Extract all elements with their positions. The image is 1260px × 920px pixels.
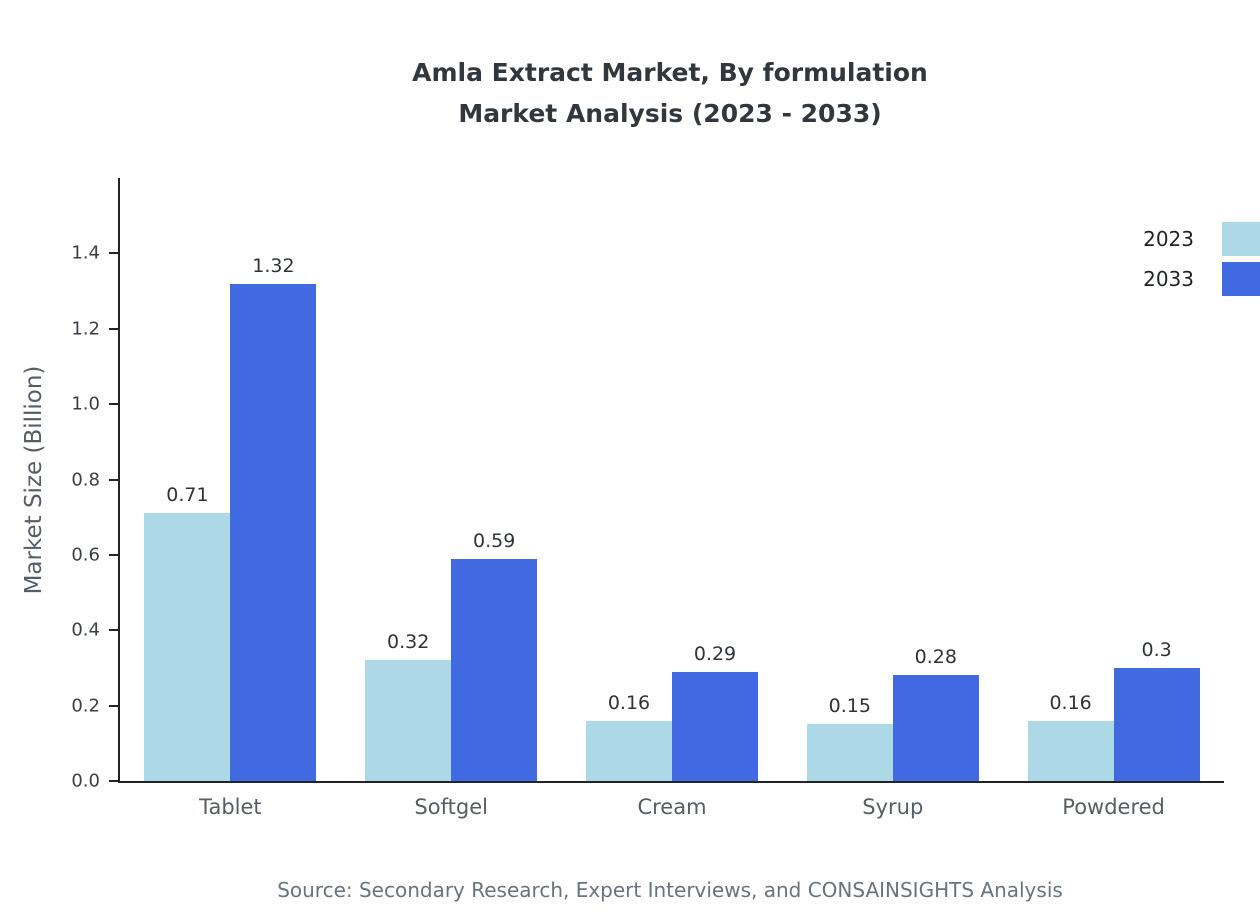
value-label: 1.32 xyxy=(252,254,295,277)
value-label: 0.16 xyxy=(1049,691,1092,714)
x-tick-label-tablet: Tablet xyxy=(199,795,262,819)
legend-item-2033: 2033 xyxy=(1143,259,1260,299)
y-tick-label: 1.4 xyxy=(71,242,100,264)
bar-2033-softgel xyxy=(451,558,538,781)
plot-area: 0.0 0.2 0.4 0.6 0.8 1.0 1.2 1.4 0.71 1.32 Tablet 0.… xyxy=(71,178,1224,819)
x-tick-label-powdered: Powdered xyxy=(1062,795,1165,819)
bar-2033-syrup xyxy=(892,675,979,781)
legend-swatch xyxy=(1222,222,1260,256)
legend-swatch xyxy=(1222,262,1260,296)
value-label: 0.29 xyxy=(693,642,737,665)
value-label: 0.15 xyxy=(828,695,871,718)
y-tick-mark xyxy=(109,553,118,556)
value-label: 0.59 xyxy=(473,529,516,552)
y-tick-mark xyxy=(109,403,118,406)
bar-2033-powdered xyxy=(1113,667,1200,781)
value-label: 0.32 xyxy=(387,631,430,654)
y-tick-mark xyxy=(109,629,118,632)
bar-2023-tablet xyxy=(144,513,231,781)
y-tick-mark xyxy=(109,704,118,707)
bar-2023-syrup xyxy=(806,724,893,781)
y-tick-label: 0.0 xyxy=(71,770,100,792)
legend-label: 2023 xyxy=(1143,227,1194,251)
y-tick-label: 0.4 xyxy=(71,619,100,641)
value-label: 0.71 xyxy=(166,484,209,507)
value-label: 0.16 xyxy=(607,691,651,714)
bar-2033-tablet xyxy=(230,283,317,781)
legend: 2023 2033 xyxy=(1143,219,1260,299)
x-tick-label-softgel: Softgel xyxy=(414,795,488,819)
chart-title-line-1: Amla Extract Market, By formulation xyxy=(412,58,928,87)
y-tick-label: 1.2 xyxy=(71,318,100,340)
bar-2023-softgel xyxy=(365,660,452,781)
chart-title-line-2: Market Analysis (2023 - 2033) xyxy=(458,99,882,128)
y-tick-mark xyxy=(109,780,118,782)
y-axis-label: Market Size (Billion) xyxy=(21,365,47,595)
legend-item-2023: 2023 xyxy=(1143,219,1260,259)
y-tick-mark xyxy=(109,478,118,481)
value-label: 0.28 xyxy=(914,646,957,669)
y-tick-label: 1.0 xyxy=(71,393,100,415)
value-label: 0.3 xyxy=(1141,638,1172,661)
bar-2023-cream xyxy=(586,720,672,781)
x-tick-label-syrup: Syrup xyxy=(862,795,924,819)
bar-2023-powdered xyxy=(1027,720,1114,781)
y-tick-label: 0.6 xyxy=(71,544,100,566)
legend-label: 2033 xyxy=(1143,267,1194,291)
bar-2033-cream xyxy=(672,671,758,781)
source-text: Source: Secondary Research, Expert Inter… xyxy=(277,878,1063,902)
y-tick-mark xyxy=(109,252,118,255)
y-tick-mark xyxy=(109,327,118,330)
y-tick-label: 0.2 xyxy=(71,695,100,717)
y-tick-label: 0.8 xyxy=(71,469,100,490)
chart-title: Amla Extract Market, By formulation Mark… xyxy=(118,52,1222,134)
x-tick-label-cream: Cream xyxy=(637,795,707,819)
